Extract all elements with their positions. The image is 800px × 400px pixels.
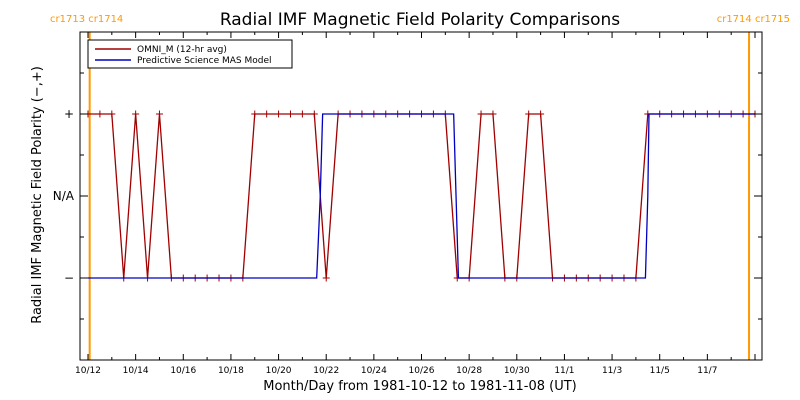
data-point-marker bbox=[310, 110, 318, 118]
x-tick-label: 10/14 bbox=[123, 366, 149, 376]
x-tick-label: 10/18 bbox=[218, 366, 244, 376]
data-point-marker bbox=[525, 110, 533, 118]
cr-marker-label: cr1713 cr1714 bbox=[50, 14, 123, 25]
y-tick-label: N/A bbox=[53, 189, 75, 203]
x-tick-label: 11/3 bbox=[602, 366, 622, 376]
legend-label-mas: Predictive Science MAS Model bbox=[137, 56, 272, 66]
y-axis-label: Radial IMF Magnetic Field Polarity (−,+) bbox=[30, 66, 45, 324]
data-point-marker bbox=[132, 110, 140, 118]
data-point-marker bbox=[96, 110, 104, 118]
legend-box bbox=[87, 39, 293, 69]
y-tick-label: − bbox=[64, 271, 74, 285]
axes-layer: 10/12 10/14 10/16 10/18 10/20 10/22 10/24 10/26… bbox=[53, 31, 763, 376]
x-tick-label: 10/28 bbox=[456, 366, 482, 376]
x-tick-label: 10/26 bbox=[409, 366, 435, 376]
x-tick-label: 10/12 bbox=[75, 366, 101, 376]
x-tick-label: 10/20 bbox=[266, 366, 292, 376]
data-point-marker bbox=[489, 110, 497, 118]
x-tick-label: 10/16 bbox=[170, 366, 196, 376]
data-point-marker bbox=[477, 110, 485, 118]
series-line-mas bbox=[88, 113, 755, 279]
data-point-marker bbox=[251, 110, 259, 118]
y-tick-label: + bbox=[64, 107, 74, 121]
legend: OMNI_M (12-hr avg) Predictive Science MA… bbox=[87, 39, 293, 69]
x-tick-label: 10/30 bbox=[504, 366, 530, 376]
x-tick-label: 11/5 bbox=[650, 366, 670, 376]
x-tick-label: 10/22 bbox=[313, 366, 339, 376]
data-point-marker bbox=[108, 110, 116, 118]
data-point-marker bbox=[298, 110, 306, 118]
data-point-marker bbox=[155, 110, 163, 118]
carrington-rotation-markers: cr1713 cr1714 cr1714 cr1715 bbox=[50, 14, 790, 360]
data-point-marker bbox=[275, 110, 283, 118]
data-point-marker bbox=[537, 110, 545, 118]
x-tick-label: 11/7 bbox=[697, 366, 717, 376]
data-point-marker bbox=[286, 110, 294, 118]
x-tick-label: 10/24 bbox=[361, 366, 387, 376]
data-point-marker bbox=[263, 110, 271, 118]
cr-marker-label: cr1714 cr1715 bbox=[717, 14, 790, 25]
chart-title: Radial IMF Magnetic Field Polarity Compa… bbox=[220, 10, 620, 30]
x-tick-label: 11/1 bbox=[554, 366, 574, 376]
legend-label-omni: OMNI_M (12-hr avg) bbox=[137, 45, 227, 55]
data-point-marker bbox=[322, 274, 330, 282]
x-axis-label: Month/Day from 1981-10-12 to 1981-11-08 … bbox=[263, 379, 576, 394]
